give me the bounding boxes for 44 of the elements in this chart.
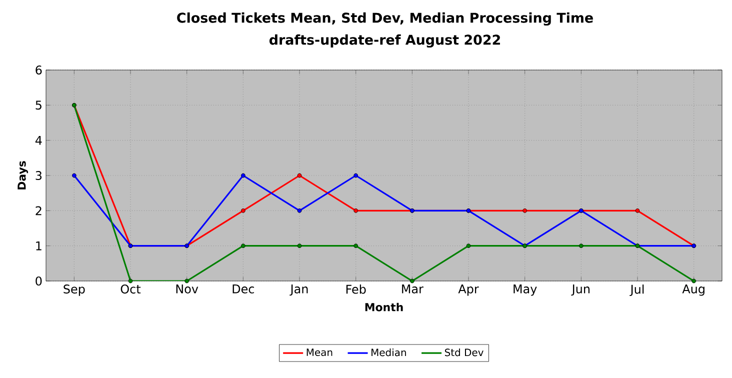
point <box>578 244 584 248</box>
x-tick-label: Jul <box>630 284 644 296</box>
point <box>184 278 190 284</box>
point <box>354 208 358 213</box>
point <box>354 244 358 248</box>
y-tick-label: 0 <box>36 276 42 286</box>
point <box>297 173 302 178</box>
point <box>466 244 471 248</box>
point <box>692 278 696 284</box>
x-tick-label: May <box>514 284 537 296</box>
point <box>240 244 246 248</box>
x-tick-label: Jan <box>290 284 308 296</box>
legend-label: Median <box>372 348 406 356</box>
y-tick-label: 1 <box>36 241 42 250</box>
chart-subtitle: drafts-update-ref August 2022 <box>269 34 500 48</box>
x-tick-label: Nov <box>176 284 198 294</box>
y-tick-label: 5 <box>36 100 42 110</box>
point <box>72 173 76 178</box>
x-tick-label: Dec <box>232 284 254 294</box>
x-tick-label: Mar <box>402 284 424 294</box>
point <box>128 278 133 284</box>
x-tick-label: Sep <box>64 284 85 296</box>
x-tick-label: Aug <box>682 284 704 296</box>
x-tick-label: Oct <box>120 284 141 294</box>
x-axis-title: Month <box>365 302 403 312</box>
point <box>635 208 640 213</box>
point <box>240 173 246 178</box>
x-tick-label: Jun <box>571 284 590 296</box>
chart-title: Closed Tickets Mean, Std Dev, Median Processing Time <box>177 12 593 26</box>
y-axis-title: Days <box>18 161 28 190</box>
point <box>354 173 358 178</box>
y-tick-label: 4 <box>35 136 42 145</box>
point <box>240 208 246 213</box>
x-tick-label: Feb <box>346 284 366 294</box>
legend-label: Mean <box>306 348 332 356</box>
point <box>410 278 414 284</box>
y-tick-label: 6 <box>36 65 42 75</box>
point <box>297 208 302 213</box>
point <box>297 244 302 248</box>
y-tick-label: 3 <box>36 170 42 180</box>
x-tick-label: Apr <box>458 284 479 296</box>
legend-label: Std Dev <box>444 348 484 356</box>
point <box>522 208 528 213</box>
y-tick-label: 2 <box>36 206 42 216</box>
